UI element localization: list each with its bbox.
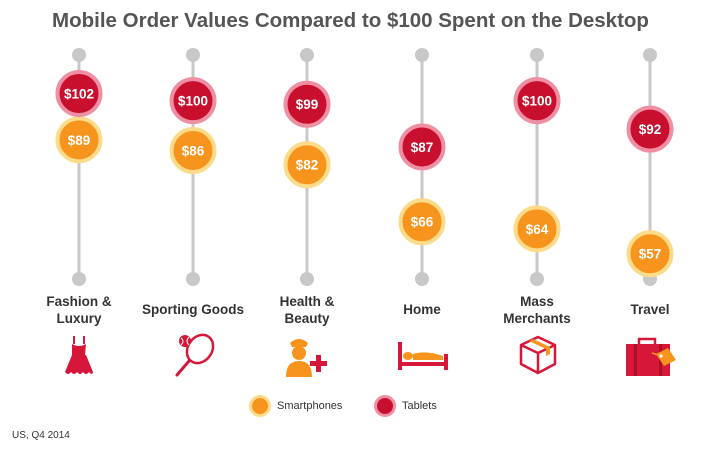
tablet-value-label: $99 xyxy=(296,97,319,112)
chart-plot: $89 $86 $82 $66 $64 $57 $102 $100 $99 $87 $100 $92 xyxy=(55,48,674,286)
tablet-value-label: $100 xyxy=(522,94,552,109)
tablet-marker xyxy=(513,77,561,125)
tennis-racket-icon xyxy=(175,333,215,377)
chart-title: Mobile Order Values Compared to $100 Spe… xyxy=(52,9,649,32)
track-end-top xyxy=(300,48,314,62)
legend-smartphones: Smartphones xyxy=(249,395,342,417)
tablet-marker xyxy=(169,77,217,125)
source-note: US, Q4 2014 xyxy=(12,430,70,441)
category-label-health: Health & Beauty xyxy=(247,293,367,327)
suitcase-icon xyxy=(626,337,676,376)
category-label-line1: Travel xyxy=(630,302,670,317)
smartphone-value-label: $82 xyxy=(296,158,319,173)
legend-swatch-tablets xyxy=(374,395,396,417)
category-label-line1: Health & xyxy=(279,294,335,309)
smartphone-point: $86 xyxy=(169,127,217,174)
category-label-mass: Mass Merchants xyxy=(477,293,597,327)
tablet-marker xyxy=(626,105,674,153)
smartphone-marker xyxy=(398,198,446,246)
track-end-top xyxy=(415,48,429,62)
dress-icon xyxy=(65,336,93,374)
tablet-point: $92 xyxy=(626,105,674,153)
tablet-marker xyxy=(55,70,103,118)
category-label-home: Home xyxy=(362,301,482,318)
smartphone-marker xyxy=(55,116,103,164)
track-end-bottom xyxy=(186,272,200,286)
nurse-icon xyxy=(286,339,327,377)
track-end-bottom xyxy=(415,272,429,286)
category-label-line2: Luxury xyxy=(56,311,102,326)
category-label-line2: Merchants xyxy=(503,311,571,326)
category-label-travel: Travel xyxy=(590,301,701,318)
category-label-line1: Home xyxy=(403,302,441,317)
category-label-fashion: Fashion & Luxury xyxy=(19,293,139,327)
tablet-value-label: $92 xyxy=(639,122,662,137)
track-end-top xyxy=(643,48,657,62)
package-icon xyxy=(519,335,557,375)
category-label-line1: Mass xyxy=(520,294,554,309)
tablet-point: $100 xyxy=(169,77,217,125)
tablet-value-label: $87 xyxy=(411,140,434,155)
legend-tablets: Tablets xyxy=(374,395,437,417)
track-end-bottom xyxy=(530,272,544,286)
track-end-top xyxy=(72,48,86,62)
category-label-line1: Fashion & xyxy=(46,294,112,309)
smartphone-marker xyxy=(169,127,217,174)
tablet-point: $102 xyxy=(55,70,103,118)
track-end-top xyxy=(186,48,200,62)
track-end-bottom xyxy=(72,272,86,286)
smartphone-marker xyxy=(513,205,561,253)
smartphone-point: $82 xyxy=(283,141,331,189)
category-label-line2: Beauty xyxy=(284,311,330,326)
smartphone-point: $66 xyxy=(398,198,446,246)
tablet-marker xyxy=(283,80,331,128)
category-label-line1: Sporting Goods xyxy=(142,302,244,317)
legend-label-tablets: Tablets xyxy=(402,400,437,412)
tablet-value-label: $100 xyxy=(178,94,208,109)
legend-swatch-smartphones xyxy=(249,395,271,417)
smartphone-value-label: $86 xyxy=(182,144,205,159)
bed-icon xyxy=(398,342,448,370)
tablet-marker xyxy=(398,123,446,171)
smartphone-value-label: $89 xyxy=(68,133,91,148)
smartphone-value-label: $57 xyxy=(639,247,662,262)
smartphone-point: $64 xyxy=(513,205,561,253)
tablet-point: $100 xyxy=(513,77,561,125)
smartphone-point: $89 xyxy=(55,116,103,164)
smartphone-value-label: $66 xyxy=(411,215,434,230)
smartphone-value-label: $64 xyxy=(526,222,549,237)
smartphone-marker xyxy=(626,230,674,278)
tablet-point: $99 xyxy=(283,80,331,128)
track-end-top xyxy=(530,48,544,62)
tablet-point: $87 xyxy=(398,123,446,171)
tablet-value-label: $102 xyxy=(64,87,94,102)
smartphone-marker xyxy=(283,141,331,189)
smartphone-point: $57 xyxy=(626,230,674,278)
category-label-sporting: Sporting Goods xyxy=(133,301,253,318)
track-end-bottom xyxy=(300,272,314,286)
legend-label-smartphones: Smartphones xyxy=(277,400,343,412)
